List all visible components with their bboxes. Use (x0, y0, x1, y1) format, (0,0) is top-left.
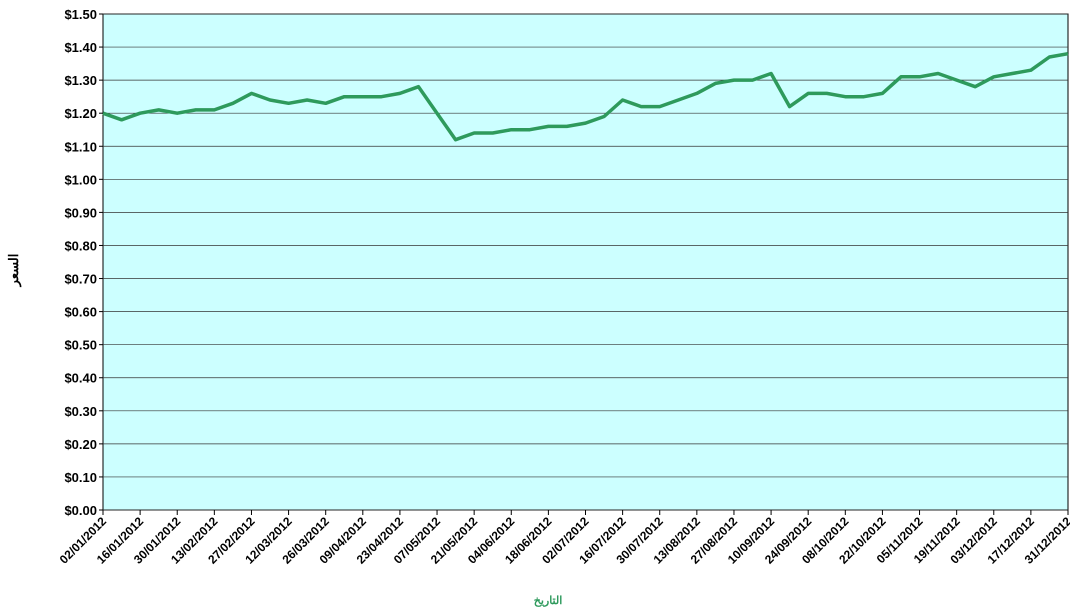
y-tick-label: $0.00 (64, 503, 97, 518)
y-tick-label: $1.40 (64, 40, 97, 55)
y-tick-label: $1.20 (64, 106, 97, 121)
y-tick-label: $0.40 (64, 371, 97, 386)
y-tick-label: $1.00 (64, 172, 97, 187)
y-axis-label: السعر (6, 254, 22, 288)
y-tick-label: $0.90 (64, 205, 97, 220)
y-tick-label: $1.30 (64, 73, 97, 88)
y-tick-label: $0.60 (64, 305, 97, 320)
y-tick-label: $0.20 (64, 437, 97, 452)
y-tick-label: $0.80 (64, 238, 97, 253)
y-tick-label: $0.70 (64, 272, 97, 287)
x-axis-label: التاريخ (534, 595, 563, 607)
y-tick-label: $0.30 (64, 404, 97, 419)
y-tick-label: $1.50 (64, 7, 97, 22)
y-tick-label: $1.10 (64, 139, 97, 154)
y-tick-label: $0.10 (64, 470, 97, 485)
plot-area (102, 13, 1069, 511)
y-tick-label: $0.50 (64, 338, 97, 353)
price-line (102, 51, 1069, 142)
